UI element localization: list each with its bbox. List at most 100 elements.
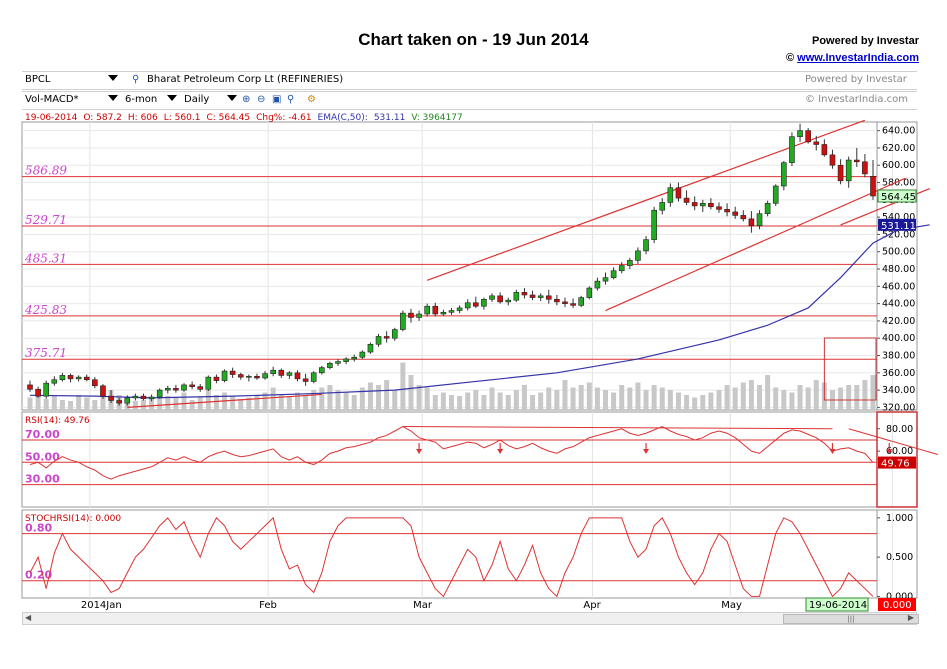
price-tick-label: 320.00 (882, 402, 915, 413)
candle-body (391, 329, 398, 339)
volume-bar (270, 387, 276, 410)
volume-bar (262, 392, 268, 410)
candle-body (221, 370, 228, 381)
site-link[interactable]: www.InvestarIndia.com (797, 52, 919, 64)
zoom-in-icon[interactable]: ⊕ (242, 94, 251, 105)
level-label: 425.83 (24, 303, 67, 317)
candle-body (343, 358, 349, 362)
candle-body (789, 136, 795, 163)
candle-body (853, 159, 860, 163)
volume-bar (813, 380, 819, 410)
candle-body (627, 260, 633, 266)
rsi-arrow-head (829, 449, 836, 454)
volume-bar (611, 392, 617, 410)
volume-bar (384, 380, 390, 410)
volume-bar (197, 397, 203, 410)
price-tick-label: 380.00 (882, 351, 915, 362)
copyright-symbol: © (785, 52, 795, 64)
candle-body (116, 400, 122, 404)
candle-body (67, 375, 74, 380)
volume-bar (449, 395, 454, 410)
last-close-tag: 564.45 (881, 192, 916, 203)
scroll-left-icon[interactable]: ◀ (25, 613, 32, 622)
volume-bar (667, 390, 673, 410)
volume-bar (335, 390, 341, 410)
candle-body (140, 395, 147, 400)
candle-body (262, 373, 268, 379)
volume-bar (351, 395, 357, 410)
info-ema-value: 531.11 (374, 113, 406, 123)
indicator-set-value[interactable]: Vol-MACD* (25, 94, 79, 105)
volume-bar (59, 400, 65, 410)
volume-bar (675, 392, 681, 410)
volume-bar (432, 395, 438, 410)
x-axis-label: 2014Jan (81, 600, 122, 611)
stoch-last-tag: 0.000 (883, 600, 912, 611)
volume-bar (254, 395, 260, 410)
rsi-level-label: 50.00 (25, 450, 60, 463)
indicator-dropdown-icon[interactable] (108, 95, 118, 101)
volume-bar (311, 390, 317, 410)
candle-body (408, 312, 414, 318)
symbol-select-value[interactable]: BPCL (25, 74, 51, 85)
candle-body (618, 265, 625, 272)
candle-body (440, 311, 447, 315)
info-low: L: 560.1 (164, 113, 201, 123)
volume-bar (521, 385, 527, 410)
candle-body (635, 250, 641, 261)
level-label: 529.71 (25, 213, 67, 227)
candle-body (529, 294, 536, 298)
volume-bar (578, 385, 584, 410)
candle-body (43, 382, 50, 397)
volume-bar (68, 401, 74, 410)
volume-bar (100, 392, 106, 410)
volume-bar (716, 390, 722, 410)
candle-body (659, 202, 666, 211)
stoch-tick-label: 0.500 (886, 552, 913, 563)
chart-scrollbar[interactable]: ◀ ||| ▶ (22, 612, 919, 625)
period-value[interactable]: 6-mon (125, 94, 158, 105)
chart-options-toolbar: Vol-MACD* 6-mon Daily ⊕ ⊖ ▣ ⚲ ⚙ © Invest… (22, 91, 917, 110)
candle-body (51, 379, 58, 384)
volume-bar (846, 385, 852, 410)
volume-bar (416, 385, 422, 410)
volume-bar (586, 382, 592, 410)
axis-frame (876, 509, 918, 599)
zoom-out-icon[interactable]: ⊖ (257, 94, 266, 105)
scroll-right-icon[interactable]: ▶ (907, 613, 914, 622)
volume-bar (773, 387, 779, 410)
volume-bar (570, 387, 576, 410)
stoch-level-label: 0.80 (25, 522, 52, 535)
interval-dropdown-icon[interactable] (227, 95, 237, 101)
volume-bar (838, 387, 844, 410)
price-tick-label: 580.00 (882, 178, 915, 189)
info-ema-label: EMA(C,50): (318, 113, 368, 123)
search-icon[interactable]: ⚲ (132, 74, 140, 85)
volume-bar (35, 395, 41, 410)
candle-body (756, 213, 763, 227)
interval-value[interactable]: Daily (184, 94, 210, 105)
period-dropdown-icon[interactable] (167, 95, 177, 101)
zoom-fit-icon[interactable]: ▣ (272, 94, 282, 105)
volume-bar (546, 387, 552, 410)
rsi-axis-highlight (876, 411, 918, 508)
volume-bar (594, 387, 600, 410)
candle-body (335, 361, 341, 364)
volume-bar (205, 390, 211, 410)
settings-icon[interactable]: ⚙ (307, 94, 316, 105)
symbol-dropdown-icon[interactable] (108, 75, 118, 81)
candle-body (610, 270, 617, 278)
price-tick-label: 640.00 (882, 126, 915, 137)
candle-body (813, 141, 820, 145)
volume-bar (189, 400, 195, 410)
candle-body (497, 295, 503, 303)
candle-body (691, 202, 698, 207)
zoom-reset-icon[interactable]: ⚲ (287, 94, 295, 105)
volume-bar (489, 387, 495, 410)
level-label: 375.71 (25, 346, 67, 360)
price-tick-label: 620.00 (882, 143, 915, 154)
candle-body (367, 343, 374, 353)
candle-body (586, 287, 593, 298)
scroll-thumb[interactable]: ||| (783, 614, 919, 624)
